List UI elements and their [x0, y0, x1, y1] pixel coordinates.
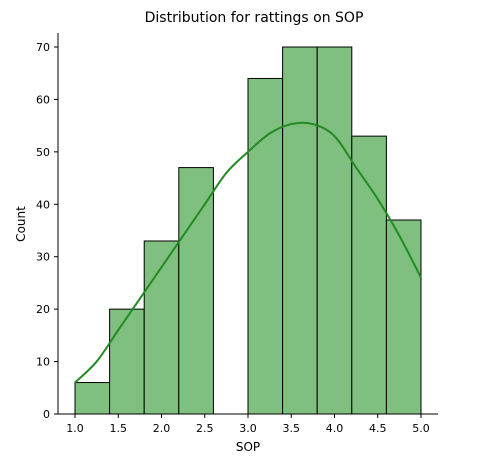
- y-tick-label: 10: [36, 356, 50, 369]
- x-axis-label: SOP: [236, 440, 260, 454]
- kde-line: [74, 121, 422, 384]
- histogram-bar: [109, 308, 145, 415]
- y-tick-label: 60: [36, 93, 50, 106]
- y-tick-label: 70: [36, 41, 50, 54]
- x-tick-label: 1.0: [66, 422, 84, 435]
- chart-title: Distribution for rattings on SOP: [145, 10, 364, 26]
- x-tick-label: 2.0: [153, 422, 171, 435]
- x-tick-label: 1.5: [110, 422, 128, 435]
- bars-group: [74, 46, 422, 415]
- y-axis-label: Count: [14, 206, 28, 242]
- histogram-bar: [385, 219, 422, 415]
- y-tick-label: 50: [36, 146, 50, 159]
- histogram-bar: [282, 46, 318, 415]
- axes-group: 1.0 1.5 2.0 2.5 3.0 3.5 4.0 4.5 5.0 0 10 20 30 40 50 60…: [36, 33, 438, 435]
- y-tick-label: 0: [43, 408, 50, 421]
- histogram-bar: [178, 167, 214, 415]
- x-tick-label: 5.0: [412, 422, 430, 435]
- y-tick-label: 20: [36, 303, 50, 316]
- x-tick-label: 2.5: [196, 422, 214, 435]
- x-tick-label: 3.5: [283, 422, 301, 435]
- histogram-bar: [316, 46, 353, 415]
- x-tick-label: 3.0: [239, 422, 257, 435]
- y-tick-label: 40: [36, 198, 50, 211]
- y-tick-label: 30: [36, 251, 50, 264]
- x-tick-label: 4.0: [326, 422, 344, 435]
- histogram-bar: [351, 135, 387, 415]
- histogram-bar: [247, 77, 284, 415]
- histogram-bar: [143, 240, 180, 415]
- x-tick-label: 4.5: [369, 422, 387, 435]
- kde-group: [74, 121, 422, 384]
- histogram-bar: [74, 382, 111, 415]
